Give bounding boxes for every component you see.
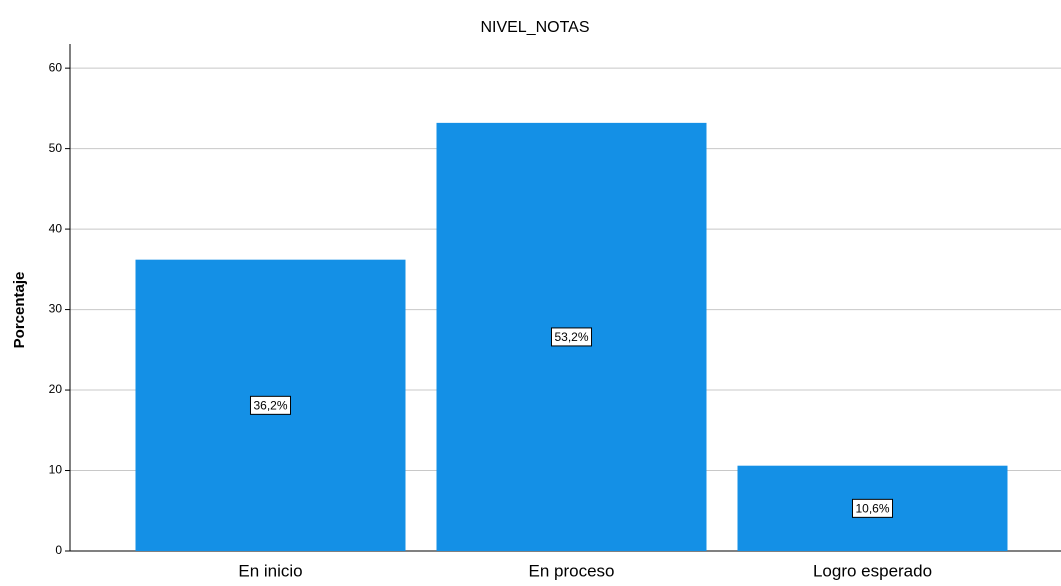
value-label-box xyxy=(550,327,593,347)
y-axis-label: Porcentaje xyxy=(11,272,28,349)
chart-title: NIVEL_NOTAS xyxy=(480,19,589,36)
y-tick-label: 60 xyxy=(49,60,63,74)
x-tick-label: En inicio xyxy=(238,561,302,580)
y-tick-label: 20 xyxy=(49,382,63,396)
y-tick-label: 10 xyxy=(49,463,63,477)
y-tick-label: 40 xyxy=(49,221,63,235)
value-label: 53,2% xyxy=(554,330,588,344)
value-label-box xyxy=(249,395,292,415)
x-tick-label: Logro esperado xyxy=(813,561,932,580)
y-tick-label: 30 xyxy=(49,302,63,316)
x-tick-label: En proceso xyxy=(529,561,615,580)
value-label: 36,2% xyxy=(253,399,287,413)
value-label: 10,6% xyxy=(855,502,889,516)
value-label-box xyxy=(851,498,894,518)
y-tick-label: 50 xyxy=(49,141,63,155)
y-tick-label: 0 xyxy=(55,543,62,557)
